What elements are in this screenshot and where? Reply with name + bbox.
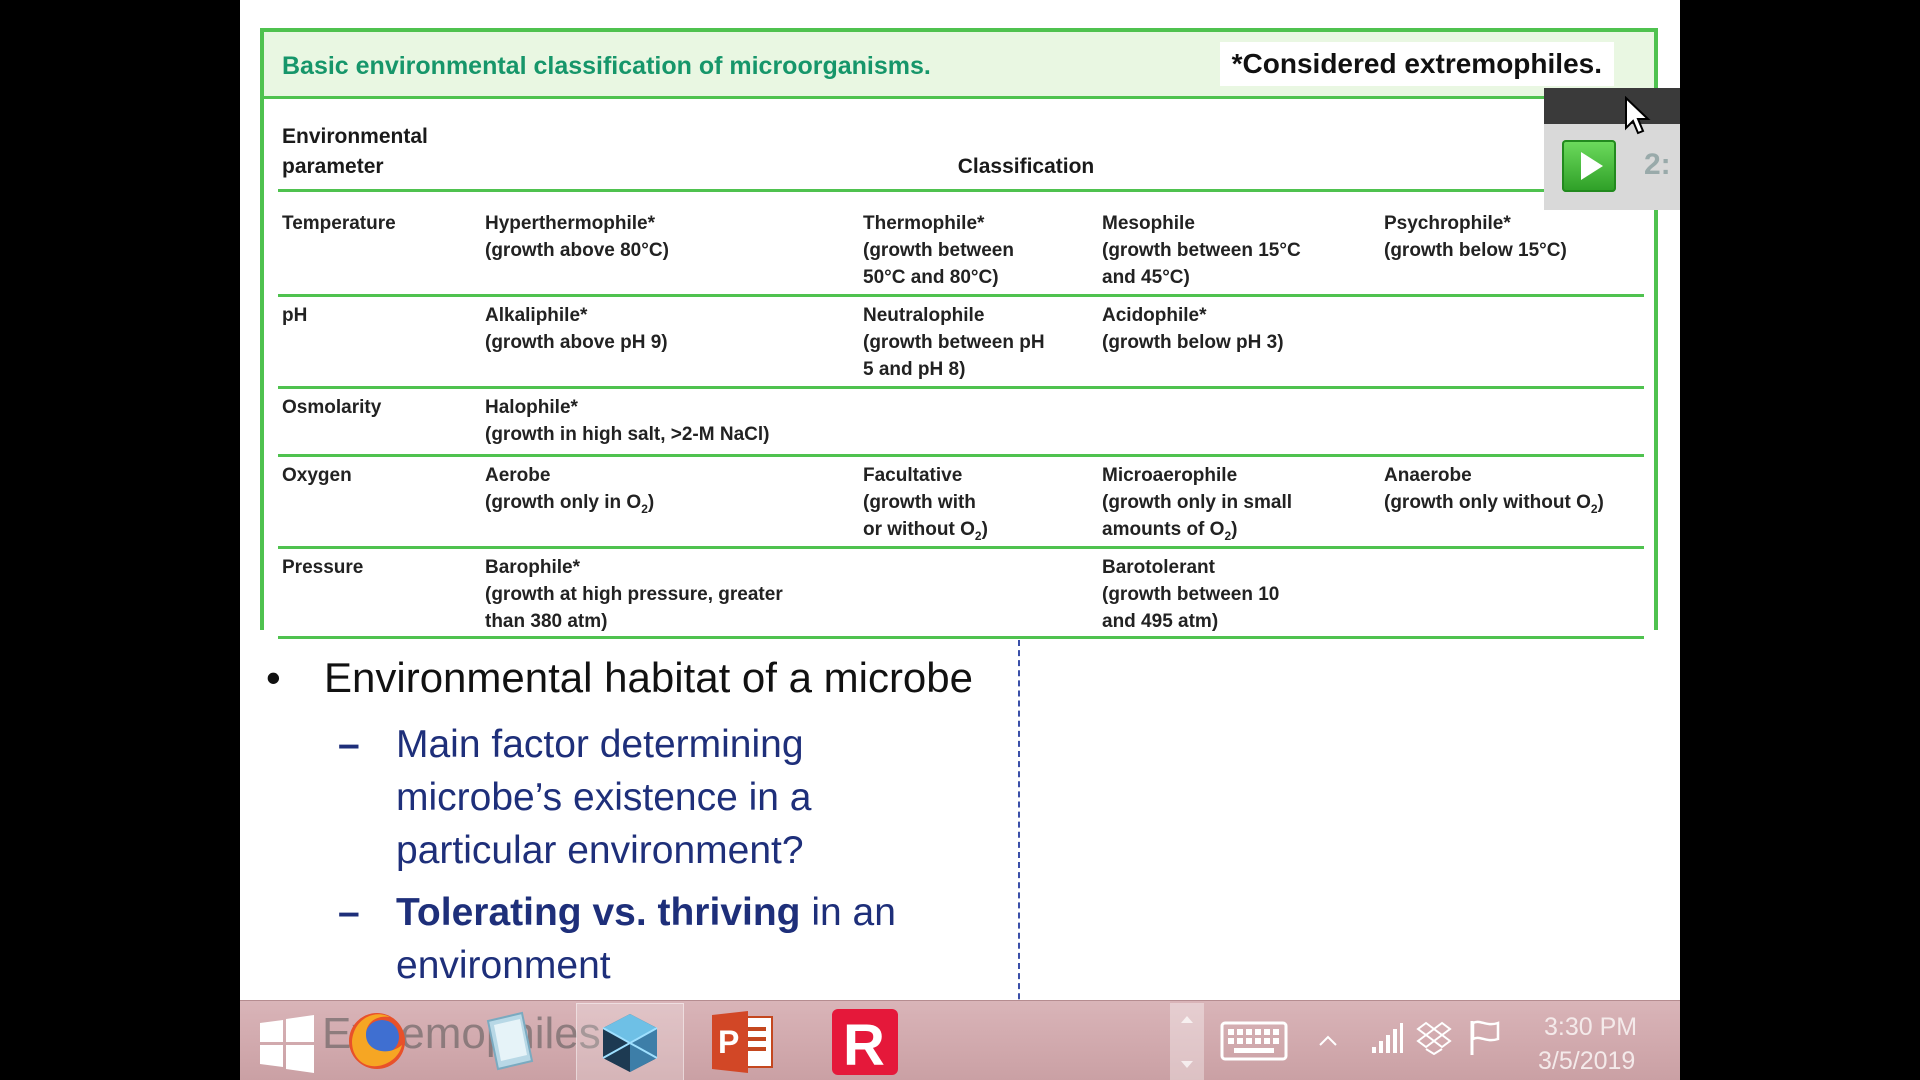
video-overlay-panel: 2: bbox=[1544, 124, 1680, 210]
cell-alkaliphile: Alkaliphile* (growth above pH 9) bbox=[485, 305, 668, 353]
row-param-pressure: Pressure bbox=[282, 557, 364, 578]
windows-start-icon[interactable] bbox=[258, 1015, 316, 1073]
slide: Basic environmental classification of mi… bbox=[240, 0, 1680, 1080]
cell-mesophile: Mesophile (growth between 15°C and 45°C) bbox=[1102, 213, 1301, 288]
scroll-arrows-icon bbox=[1181, 1016, 1193, 1068]
cell-acidophile: Acidophile* (growth below pH 3) bbox=[1102, 305, 1284, 353]
dashed-divider bbox=[1018, 640, 1020, 1080]
taskbar-powerpoint[interactable]: P bbox=[690, 1003, 798, 1080]
header-param-line1: Environmental bbox=[282, 125, 428, 148]
bullet-dot: • bbox=[266, 654, 281, 701]
taskbar-r-app[interactable]: R bbox=[810, 1003, 918, 1080]
row-param-temperature: Temperature bbox=[282, 213, 396, 234]
cell-halophile: Halophile* (growth in high salt, >2-M NaC… bbox=[485, 397, 770, 445]
powerpoint-icon: P bbox=[712, 1011, 773, 1073]
table-rule bbox=[278, 454, 1644, 457]
row-param-oxygen: Oxygen bbox=[282, 465, 352, 486]
clock-date[interactable]: 3/5/2019 bbox=[1538, 1047, 1636, 1075]
sub-bullet-dash: – bbox=[338, 891, 360, 934]
flag-icon[interactable] bbox=[1468, 1019, 1502, 1057]
cell-neutralophile: Neutralophile (growth between pH 5 and pH … bbox=[863, 305, 1045, 380]
tray-scroll-arrows[interactable] bbox=[1170, 1003, 1204, 1080]
svg-text:P: P bbox=[718, 1024, 739, 1060]
cell-hyperthermophile: Hyperthermophile* (growth above 80°C) bbox=[485, 213, 669, 261]
table-rule bbox=[278, 189, 1644, 192]
mouse-cursor-icon bbox=[1625, 96, 1651, 135]
bold-phrase: Tolerating vs. thriving bbox=[396, 891, 801, 934]
taskbar-sketch-app[interactable] bbox=[576, 1003, 684, 1080]
row-param-ph: pH bbox=[282, 305, 308, 326]
row-param-osmolarity: Osmolarity bbox=[282, 397, 382, 418]
overlay-counter: 2: bbox=[1644, 148, 1671, 181]
table-rule bbox=[278, 294, 1644, 297]
classification-table: Basic environmental classification of mi… bbox=[260, 28, 1658, 639]
table-rule bbox=[278, 386, 1644, 389]
cell-facultative: Facultative (growth with or without O2) bbox=[863, 465, 988, 543]
cell-barotolerant: Barotolerant (growth between 10 and 495 at… bbox=[1102, 557, 1280, 632]
extremophile-note: *Considered extremophiles. bbox=[1219, 42, 1614, 86]
sub-bullet-dash: – bbox=[338, 723, 360, 766]
cell-aerobe: Aerobe (growth only in O2) bbox=[485, 465, 655, 516]
cell-psychrophile: Psychrophile* (growth below 15°C) bbox=[1384, 213, 1567, 261]
header-param: Environmental parameter bbox=[282, 122, 428, 182]
table-rule bbox=[278, 636, 1644, 639]
cell-thermophile: Thermophile* (growth between 50°C and 80°C… bbox=[863, 213, 1014, 288]
header-classification: Classification bbox=[957, 155, 1095, 178]
table-header-band: Basic environmental classification of mi… bbox=[264, 32, 1654, 99]
play-button[interactable] bbox=[1562, 140, 1616, 192]
taskbar: Extremophiles bbox=[240, 1000, 1680, 1080]
header-param-line2: parameter bbox=[282, 155, 384, 178]
cell-anaerobe: Anaerobe (growth only without O2) bbox=[1384, 465, 1604, 516]
sketch-app-icon bbox=[602, 1014, 658, 1072]
r-app-icon: R bbox=[832, 1009, 898, 1077]
dropbox-icon[interactable] bbox=[1416, 1021, 1452, 1055]
tray-arrow-icon[interactable] bbox=[1318, 1035, 1338, 1047]
firefox-icon[interactable] bbox=[344, 1007, 410, 1073]
clock-time[interactable]: 3:30 PM bbox=[1544, 1013, 1638, 1041]
bullet-text: Environmental habitat of a microbe bbox=[324, 654, 974, 701]
keyboard-icon[interactable] bbox=[1220, 1021, 1288, 1061]
overlay-title-bar[interactable] bbox=[1544, 88, 1680, 124]
table-title: Basic environmental classification of mi… bbox=[282, 52, 931, 80]
signal-icon[interactable] bbox=[1370, 1023, 1404, 1055]
cell-microaerophile: Microaerophile (growth only in small amo… bbox=[1102, 465, 1293, 543]
sub-bullet-text: Main factor determining microbe’s existe… bbox=[396, 723, 812, 872]
svg-text:R: R bbox=[843, 1013, 885, 1077]
cell-barophile: Barophile* (growth at high pressure, grea… bbox=[485, 557, 783, 632]
document-app-icon[interactable] bbox=[484, 1011, 536, 1073]
plain-phrase: in an environment bbox=[396, 891, 896, 987]
sub-bullet-text: Tolerating vs. thriving in an environmen… bbox=[396, 886, 956, 992]
table-rule bbox=[278, 546, 1644, 549]
